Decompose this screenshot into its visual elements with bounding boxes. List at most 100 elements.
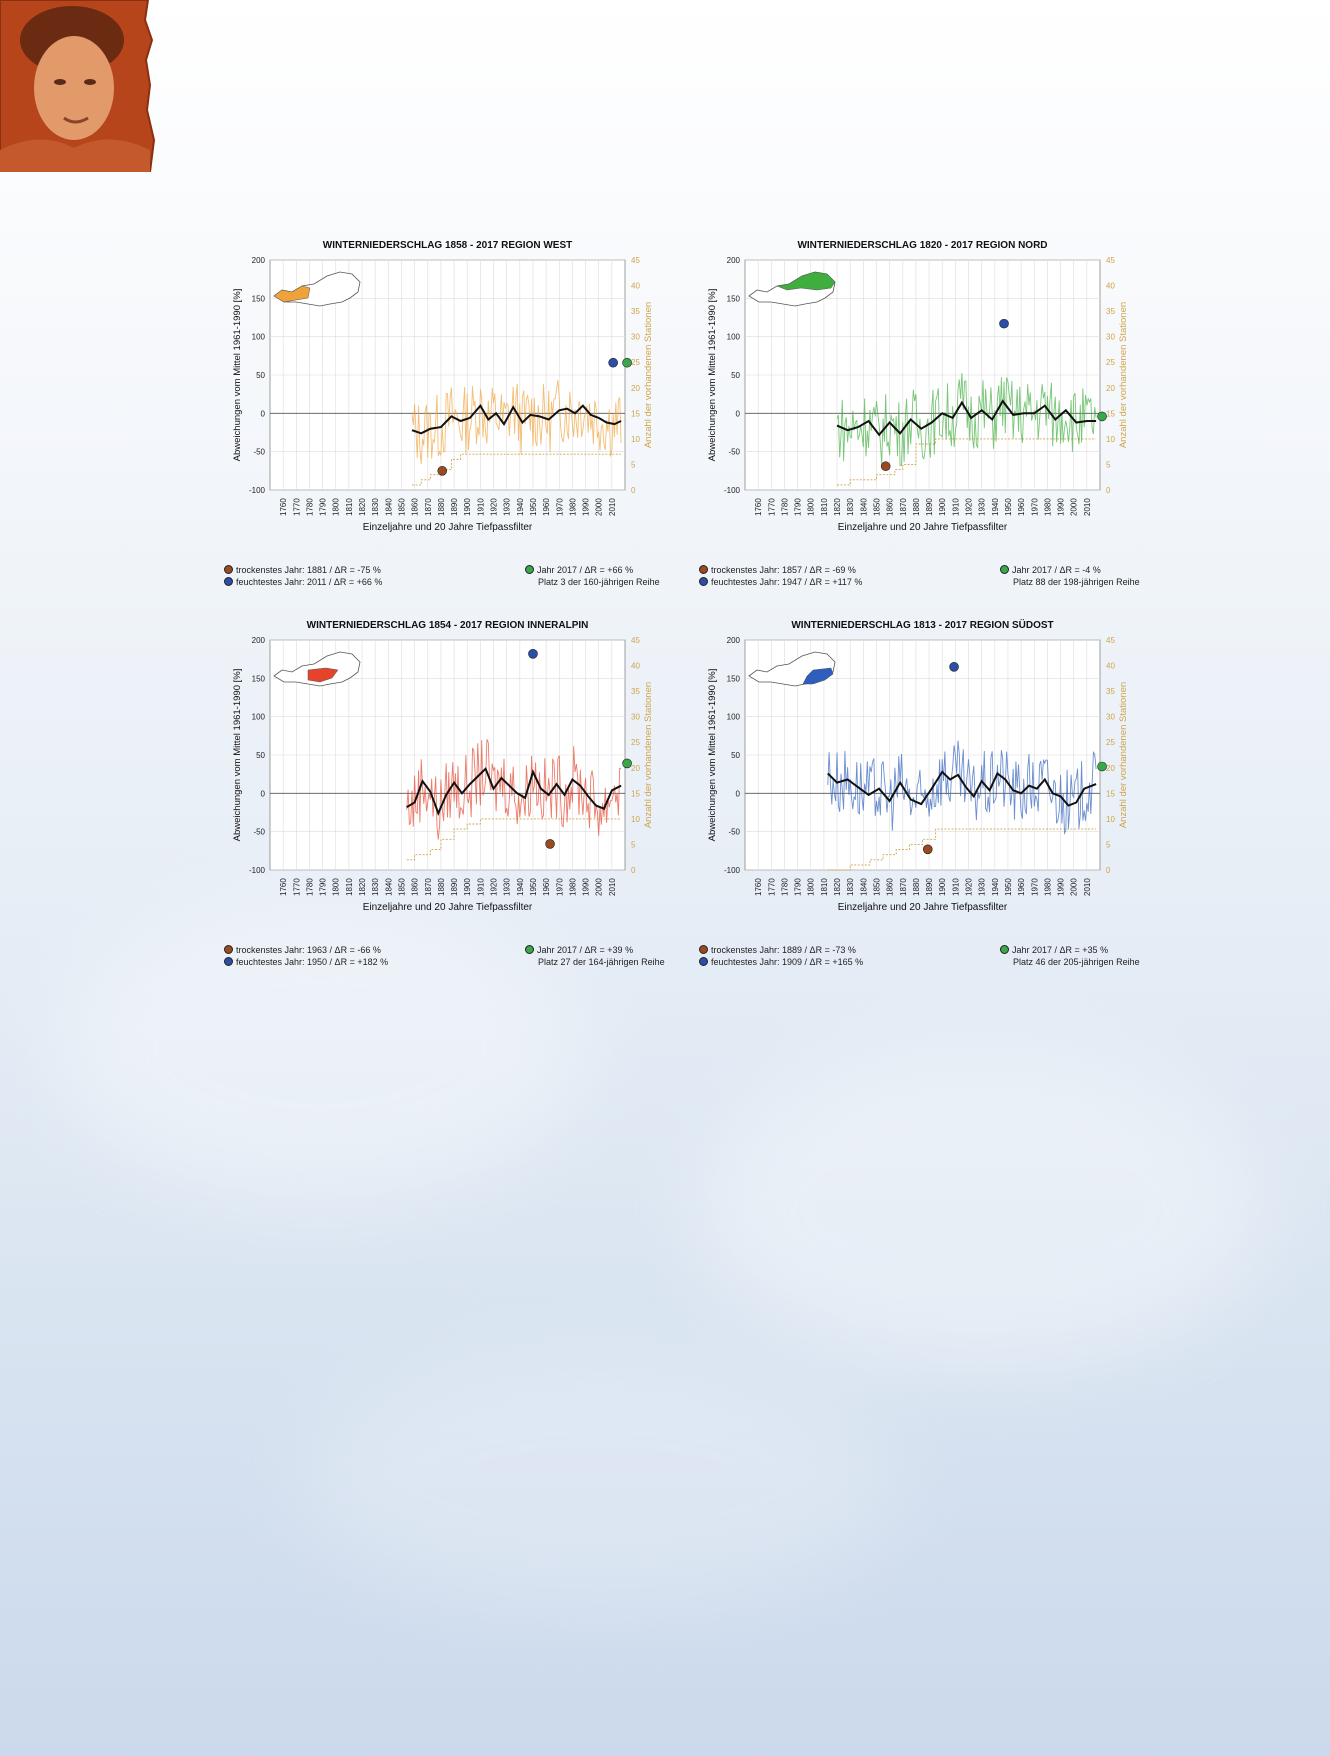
- x-tick-label: 1770: [767, 498, 776, 516]
- region-map-inset: [748, 271, 836, 307]
- legend-rank: Platz 88 der 198-jährigen Reihe: [1013, 577, 1140, 587]
- y-tick-label: -100: [724, 866, 741, 875]
- y2-axis-label: Anzahl der vorhandenen Stationen: [643, 682, 654, 828]
- chart-panel-nord: WINTERNIEDERSCHLAG 1820 - 2017 REGION NO…: [695, 230, 1165, 600]
- x-tick-label: 1790: [794, 498, 803, 516]
- legend-rank: Platz 27 der 164-jährigen Reihe: [538, 957, 665, 967]
- y2-tick-label: 20: [631, 384, 640, 393]
- legend-wet-text: feuchtestes Jahr: 1947 / ΔR = +117 %: [711, 577, 863, 587]
- y2-tick-label: 30: [1106, 333, 1115, 342]
- x-axis-label: Einzeljahre und 20 Jahre Tiefpassfilter: [838, 522, 1008, 533]
- x-tick-label: 1940: [991, 498, 1000, 516]
- y2-tick-label: 45: [631, 256, 640, 265]
- y2-tick-label: 15: [631, 409, 640, 418]
- x-tick-label: 1820: [833, 878, 842, 896]
- y2-tick-label: 35: [1106, 687, 1115, 696]
- y2-tick-label: 25: [1106, 738, 1115, 747]
- dry-year-marker: [880, 461, 891, 472]
- x-tick-label: 1890: [925, 878, 934, 896]
- stations-step-line: [827, 828, 1097, 871]
- x-tick-label: 1880: [912, 498, 921, 516]
- x-tick-label: 1830: [371, 878, 380, 896]
- current-year-icon: [525, 565, 534, 574]
- legend-dry-text: trockenstes Jahr: 1857 / ΔR = -69 %: [711, 565, 856, 575]
- x-tick-label: 2010: [1083, 878, 1092, 896]
- x-tick-label: 1960: [1017, 878, 1026, 896]
- dry-year-icon: [224, 565, 233, 574]
- single-year-series: [827, 740, 1097, 836]
- y2-tick-label: 35: [631, 307, 640, 316]
- y2-tick-label: 45: [1106, 256, 1115, 265]
- y2-tick-label: 45: [1106, 636, 1115, 645]
- x-tick-label: 1830: [846, 498, 855, 516]
- x-tick-label: 1860: [411, 878, 420, 896]
- wet-year-icon: [224, 957, 233, 966]
- y-tick-label: 50: [256, 751, 265, 760]
- stations-step-line: [837, 438, 1097, 486]
- y2-tick-label: 15: [1106, 789, 1115, 798]
- chart-svg-nord: WINTERNIEDERSCHLAG 1820 - 2017 REGION NO…: [707, 240, 1129, 533]
- region-highlight: [776, 271, 836, 291]
- current-year-marker: [622, 758, 632, 769]
- y-tick-label: 50: [731, 371, 740, 380]
- x-tick-label: 1760: [279, 498, 288, 516]
- x-tick-label: 1920: [490, 498, 499, 516]
- x-tick-label: 1800: [807, 878, 816, 896]
- x-tick-label: 1830: [846, 878, 855, 896]
- x-tick-label: 1870: [899, 878, 908, 896]
- x-tick-label: 1930: [503, 498, 512, 516]
- x-tick-label: 1980: [568, 878, 577, 896]
- y2-tick-label: 15: [1106, 409, 1115, 418]
- y2-tick-label: 10: [1106, 815, 1115, 824]
- y2-tick-label: 35: [631, 687, 640, 696]
- x-tick-label: 1910: [476, 498, 485, 516]
- region-map-inset: [273, 651, 361, 687]
- x-tick-label: 1870: [424, 878, 433, 896]
- x-tick-label: 1890: [450, 498, 459, 516]
- x-tick-label: 1790: [319, 498, 328, 516]
- x-tick-label: 1930: [978, 878, 987, 896]
- y2-tick-label: 40: [1106, 282, 1115, 291]
- x-tick-label: 1830: [371, 498, 380, 516]
- x-tick-label: 1910: [951, 878, 960, 896]
- x-tick-label: 1860: [886, 878, 895, 896]
- x-tick-label: 2000: [595, 498, 604, 516]
- single-year-series: [836, 372, 1097, 467]
- x-tick-label: 2010: [608, 498, 617, 516]
- chart-title: WINTERNIEDERSCHLAG 1820 - 2017 REGION NO…: [797, 240, 1047, 251]
- y-tick-label: 200: [252, 256, 266, 265]
- y2-tick-label: 10: [1106, 435, 1115, 444]
- legend-dry: trockenstes Jahr: 1963 / ΔR = -66 %: [224, 944, 381, 956]
- x-tick-label: 1780: [780, 498, 789, 516]
- legend-current-text: Jahr 2017 / ΔR = +39 %: [537, 945, 634, 955]
- y2-axis-label: Anzahl der vorhandenen Stationen: [643, 302, 654, 448]
- y-tick-label: 50: [256, 371, 265, 380]
- legend-current-text: Jahr 2017 / ΔR = +66 %: [537, 565, 634, 575]
- x-tick-label: 1760: [754, 878, 763, 896]
- x-tick-label: 1930: [978, 498, 987, 516]
- x-tick-label: 1770: [292, 498, 301, 516]
- x-tick-label: 1940: [516, 498, 525, 516]
- y-tick-label: 150: [727, 294, 741, 303]
- x-tick-label: 1970: [1030, 878, 1039, 896]
- x-tick-label: 1860: [886, 498, 895, 516]
- x-tick-label: 1840: [384, 498, 393, 516]
- y-tick-label: -50: [728, 448, 740, 457]
- x-tick-label: 1900: [463, 878, 472, 896]
- y-tick-label: 0: [261, 789, 266, 798]
- low-pass-filter-line: [836, 399, 1097, 437]
- y2-tick-label: 30: [631, 333, 640, 342]
- chart-svg-suedost: WINTERNIEDERSCHLAG 1813 - 2017 REGION SÜ…: [707, 618, 1129, 913]
- x-tick-label: 1800: [807, 498, 816, 516]
- legend-current-text: Jahr 2017 / ΔR = -4 %: [1012, 565, 1101, 575]
- y-axis-label: Abweichungen vom Mittel 1961-1990 [%]: [707, 289, 718, 462]
- legend-current-text: Jahr 2017 / ΔR = +35 %: [1012, 945, 1109, 955]
- x-tick-label: 1790: [319, 878, 328, 896]
- y-tick-label: -50: [253, 448, 265, 457]
- x-tick-label: 1930: [503, 878, 512, 896]
- x-tick-label: 1880: [437, 498, 446, 516]
- y2-tick-label: 0: [1106, 866, 1111, 875]
- wet-year-marker: [608, 357, 618, 368]
- y2-tick-label: 15: [631, 789, 640, 798]
- x-tick-label: 1820: [358, 498, 367, 516]
